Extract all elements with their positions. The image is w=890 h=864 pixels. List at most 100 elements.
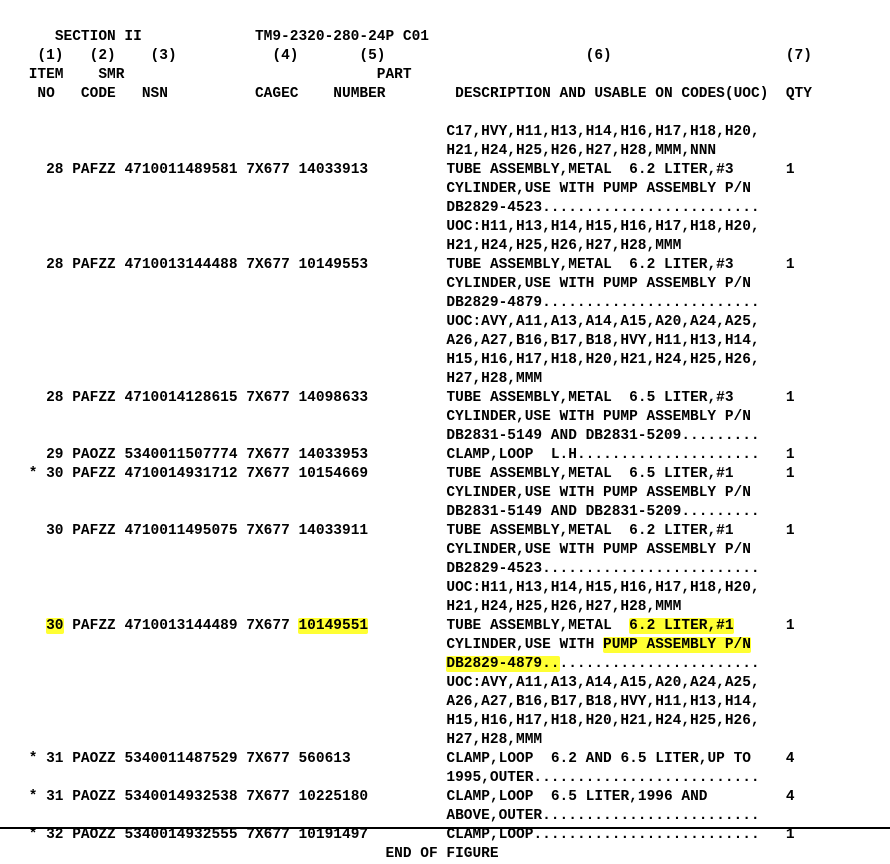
part-number: 10149553	[298, 257, 368, 273]
smr-code: PAFZZ	[72, 466, 116, 482]
qty: 1	[786, 390, 795, 406]
part-number: 14033913	[298, 162, 368, 178]
cont-line: C17,HVY,H11,H13,H14,H16,H17,H18,H20,	[20, 123, 870, 142]
item-no: 28	[46, 162, 63, 178]
desc-text-highlight: DB2829-4879..	[446, 656, 559, 672]
desc-text: ABOVE,OUTER.........................	[446, 808, 759, 824]
cont-line: DB2829-4879.........................	[20, 294, 870, 313]
cagec: 7X677	[246, 789, 290, 805]
smr-code: PAFZZ	[72, 162, 116, 178]
cont-line: CYLINDER,USE WITH PUMP ASSEMBLY P/N	[20, 180, 870, 199]
part-number: 14098633	[298, 390, 368, 406]
description: TUBE ASSEMBLY,METAL 6.2 LITER,#1	[446, 523, 733, 539]
h-number: NUMBER	[333, 86, 385, 102]
part-number: 10149551	[298, 618, 368, 634]
cont-line: H27,H28,MMM	[20, 731, 870, 750]
desc-text: UOC:AVY,A11,A13,A14,A15,A20,A24,A25,	[446, 314, 759, 330]
desc-text: H27,H28,MMM	[446, 732, 542, 748]
desc-text: UOC:H11,H13,H14,H15,H16,H17,H18,H20,	[446, 580, 759, 596]
qty: 4	[786, 751, 795, 767]
cont-line: DB2829-4523.........................	[20, 560, 870, 579]
desc-text: .......................	[560, 656, 760, 672]
cont-line: H15,H16,H17,H18,H20,H21,H24,H25,H26,	[20, 351, 870, 370]
desc-text: H15,H16,H17,H18,H20,H21,H24,H25,H26,	[446, 352, 759, 368]
table-row: * 30 PAFZZ 4710014931712 7X677 10154669 …	[20, 465, 870, 484]
cont-line: DB2829-4879.........................	[20, 655, 870, 674]
cont-line: H15,H16,H17,H18,H20,H21,H24,H25,H26,	[20, 712, 870, 731]
description: CLAMP,LOOP..........................	[446, 827, 759, 843]
cagec: 7X677	[246, 466, 290, 482]
desc-text: UOC:AVY,A11,A13,A14,A15,A20,A24,A25,	[446, 675, 759, 691]
desc-text: CYLINDER,USE WITH PUMP ASSEMBLY P/N	[446, 485, 751, 501]
col-1: (1)	[37, 48, 63, 64]
cagec: 7X677	[246, 618, 290, 634]
h-qty: QTY	[786, 86, 812, 102]
col-7: (7)	[786, 48, 812, 64]
smr-code: PAFZZ	[72, 257, 116, 273]
nsn: 4710013144489	[124, 618, 237, 634]
description: TUBE ASSEMBLY,METAL 6.2 LITER,#3	[446, 162, 733, 178]
table-row: 28 PAFZZ 4710013144488 7X677 10149553 TU…	[20, 256, 870, 275]
item-no: 28	[46, 390, 63, 406]
table-row: 30 PAFZZ 4710011495075 7X677 14033911 TU…	[20, 522, 870, 541]
cont-line: CYLINDER,USE WITH PUMP ASSEMBLY P/N	[20, 275, 870, 294]
part-number: 14033911	[298, 523, 368, 539]
item-no: 28	[46, 257, 63, 273]
section-label: SECTION II	[55, 29, 142, 45]
nsn: 4710011495075	[124, 523, 237, 539]
desc-text: DB2829-4523.........................	[446, 561, 759, 577]
h-nsn: NSN	[142, 86, 168, 102]
cont-line: DB2831-5149 AND DB2831-5209.........	[20, 427, 870, 446]
nsn: 4710013144488	[124, 257, 237, 273]
smr-code: PAFZZ	[72, 618, 116, 634]
cagec: 7X677	[246, 447, 290, 463]
cagec: 7X677	[246, 751, 290, 767]
part-number: 14033953	[298, 447, 368, 463]
description: TUBE ASSEMBLY,METAL 6.5 LITER,#1	[446, 466, 733, 482]
qty: 4	[786, 789, 795, 805]
cagec: 7X677	[246, 162, 290, 178]
item-no: 31	[46, 789, 63, 805]
part-number: 10225180	[298, 789, 368, 805]
desc-text: H21,H24,H25,H26,H27,H28,MMM	[446, 599, 681, 615]
desc-text: C17,HVY,H11,H13,H14,H16,H17,H18,H20,	[446, 124, 759, 140]
nsn: 5340014932555	[124, 827, 237, 843]
smr-code: PAOZZ	[72, 447, 116, 463]
nsn: 4710014931712	[124, 466, 237, 482]
h-smr: SMR	[98, 67, 124, 83]
header-row-2: ITEM SMR PART	[20, 66, 870, 85]
item-no: 30	[46, 466, 63, 482]
header-cols: (1) (2) (3) (4) (5) (6) (7)	[20, 47, 870, 66]
cont-line: UOC:H11,H13,H14,H15,H16,H17,H18,H20,	[20, 579, 870, 598]
cagec: 7X677	[246, 523, 290, 539]
qty: 1	[786, 447, 795, 463]
cont-line: CYLINDER,USE WITH PUMP ASSEMBLY P/N	[20, 636, 870, 655]
desc-text: CYLINDER,USE WITH PUMP ASSEMBLY P/N	[446, 276, 751, 292]
qty: 1	[786, 466, 795, 482]
smr-code: PAOZZ	[72, 789, 116, 805]
qty: 1	[786, 257, 795, 273]
h-part: PART	[377, 67, 412, 83]
change-flag: *	[29, 751, 38, 767]
h-desc: DESCRIPTION AND USABLE ON CODES(UOC)	[455, 86, 768, 102]
parts-listing-page: SECTION II TM9-2320-280-24P C01 (1) (2) …	[0, 0, 890, 833]
cont-line: CYLINDER,USE WITH PUMP ASSEMBLY P/N	[20, 484, 870, 503]
description: CLAMP,LOOP L.H.....................	[446, 447, 759, 463]
item-no: 30	[46, 523, 63, 539]
description: TUBE ASSEMBLY,METAL 6.2 LITER,#3	[446, 257, 733, 273]
cont-line: ABOVE,OUTER.........................	[20, 807, 870, 826]
desc-text: CYLINDER,USE WITH PUMP ASSEMBLY P/N	[446, 409, 751, 425]
nsn: 5340014932538	[124, 789, 237, 805]
desc-text: A26,A27,B16,B17,B18,HVY,H11,H13,H14,	[446, 333, 759, 349]
nsn: 4710014128615	[124, 390, 237, 406]
qty: 1	[786, 618, 795, 634]
desc-text: DB2831-5149 AND DB2831-5209.........	[446, 428, 759, 444]
nsn: 5340011507774	[124, 447, 237, 463]
desc-text: CYLINDER,USE WITH	[446, 637, 603, 653]
cagec: 7X677	[246, 390, 290, 406]
col-3: (3)	[151, 48, 177, 64]
table-row-highlighted: 30 PAFZZ 4710013144489 7X677 10149551 TU…	[20, 617, 870, 636]
desc-text: CYLINDER,USE WITH PUMP ASSEMBLY P/N	[446, 542, 751, 558]
desc-text: DB2829-4523.........................	[446, 200, 759, 216]
cont-line: A26,A27,B16,B17,B18,HVY,H11,H13,H14,	[20, 332, 870, 351]
